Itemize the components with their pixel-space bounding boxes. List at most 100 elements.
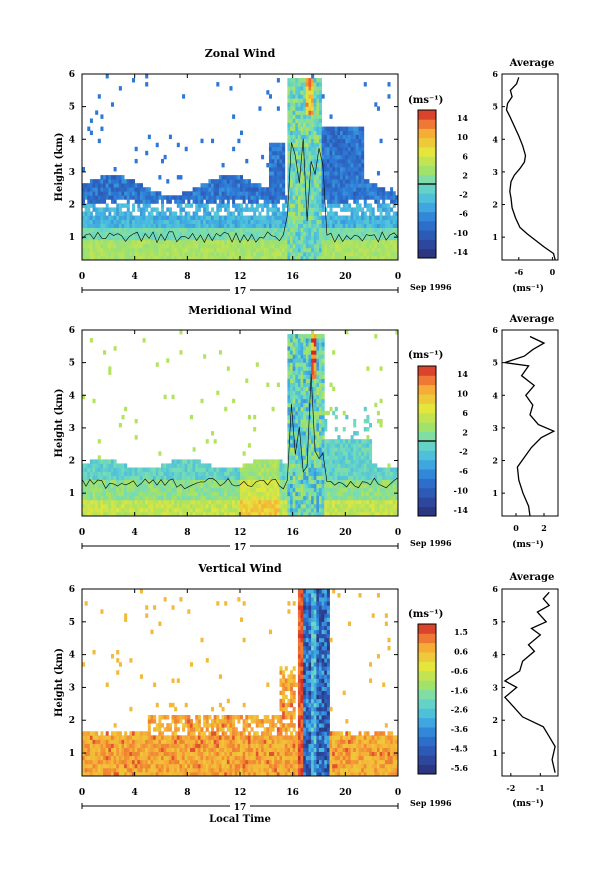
heatmap-cell [329, 171, 333, 176]
zero-contour-line [81, 138, 399, 244]
heatmap-cell [197, 199, 201, 204]
heatmap-cell [297, 463, 301, 468]
heatmap-cell [295, 122, 299, 127]
heatmap-cell [282, 227, 286, 233]
heatmap-cell [329, 439, 333, 444]
heatmap-cell [153, 235, 157, 241]
heatmap-cell [108, 243, 112, 249]
heatmap-cell [116, 471, 120, 476]
heatmap-cell [240, 195, 244, 200]
heatmap-cell [303, 410, 307, 416]
heatmap-cell [332, 191, 336, 196]
heatmap-cell [253, 255, 257, 261]
heatmap-cell [182, 223, 186, 229]
heatmap-cell [376, 499, 380, 505]
heatmap-cell [319, 142, 323, 148]
heatmap-cell [297, 507, 301, 513]
heatmap-cell [158, 243, 162, 249]
heatmap-cell [363, 447, 367, 452]
heatmap-cell [153, 195, 157, 200]
heatmap-cell [332, 146, 336, 152]
heatmap-cell [316, 167, 320, 172]
heatmap-cell [334, 223, 338, 229]
heatmap-cell [305, 406, 309, 412]
heatmap-cell [358, 231, 362, 237]
heatmap-cell [308, 443, 312, 448]
heatmap-cell [308, 126, 312, 132]
heatmap-cell [300, 122, 304, 127]
heatmap-cell [234, 255, 238, 261]
heatmap-cell [361, 507, 365, 513]
heatmap-cell [229, 255, 233, 261]
heatmap-cell [340, 491, 344, 497]
heatmap-cell [290, 443, 294, 448]
heatmap-cell [121, 211, 125, 216]
heatmap-cell [308, 215, 312, 220]
heatmap-cell [200, 243, 204, 249]
heatmap-cell [308, 251, 312, 257]
heatmap-cell [166, 471, 170, 476]
heatmap-cell [345, 231, 349, 237]
heatmap-cell [297, 511, 301, 517]
heatmap-cell [319, 179, 323, 184]
heatmap-cell [282, 167, 286, 172]
heatmap-cell [334, 251, 338, 257]
heatmap-cell [300, 243, 304, 249]
heatmap-cell [247, 499, 251, 505]
heatmap-cell [124, 227, 128, 233]
heatmap-cell [321, 350, 325, 355]
heatmap-cell [108, 370, 112, 375]
heatmap-cell [208, 235, 212, 241]
heatmap-cell [132, 471, 136, 476]
heatmap-cell [345, 463, 349, 468]
heatmap-cell [340, 463, 344, 468]
heatmap-cell [174, 211, 178, 216]
heatmap-cell [108, 479, 112, 485]
heatmap-cell [361, 503, 365, 509]
heatmap-cell [345, 459, 349, 464]
heatmap-cell [374, 487, 378, 493]
heatmap-cell [100, 199, 104, 204]
heatmap-cell [105, 491, 109, 497]
heatmap-cell [371, 487, 375, 493]
heatmap-cell [371, 239, 375, 245]
heatmap-cell [295, 102, 299, 107]
heatmap-cell [182, 471, 186, 476]
heatmap-cell [311, 334, 315, 339]
heatmap-cell [300, 239, 304, 245]
heatmap-cell [326, 483, 330, 489]
heatmap-cell [166, 511, 170, 517]
heatmap-cell [308, 447, 312, 452]
heatmap-cell [118, 507, 122, 513]
heatmap-cell [139, 247, 143, 253]
heatmap-cell [153, 503, 157, 509]
heatmap-cell [313, 427, 317, 432]
heatmap-cell [240, 479, 244, 485]
heatmap-cell [113, 235, 117, 241]
heatmap-cell [87, 467, 91, 472]
heatmap-cell [311, 150, 315, 156]
heatmap-cell [290, 459, 294, 464]
heatmap-cell [103, 211, 107, 216]
heatmap-cell [376, 203, 380, 208]
heatmap-cell [340, 175, 344, 180]
heatmap-cell [374, 191, 378, 196]
heatmap-cell [266, 491, 270, 497]
heatmap-cell [376, 247, 380, 253]
heatmap-cell [319, 134, 323, 140]
heatmap-cell [353, 207, 357, 212]
heatmap-cell [295, 142, 299, 148]
heatmap-cell [155, 231, 159, 237]
heatmap-cell [290, 243, 294, 249]
heatmap-cell [195, 467, 199, 472]
heatmap-cell [153, 191, 157, 196]
heatmap-cell [305, 251, 309, 257]
heatmap-cell [113, 487, 117, 493]
heatmap-cell [311, 183, 315, 188]
heatmap-cell [166, 235, 170, 241]
heatmap-cell [189, 487, 193, 493]
heatmap-cell [290, 499, 294, 505]
heatmap-cell [366, 227, 370, 233]
heatmap-cell [155, 215, 159, 220]
heatmap-cell [195, 199, 199, 204]
